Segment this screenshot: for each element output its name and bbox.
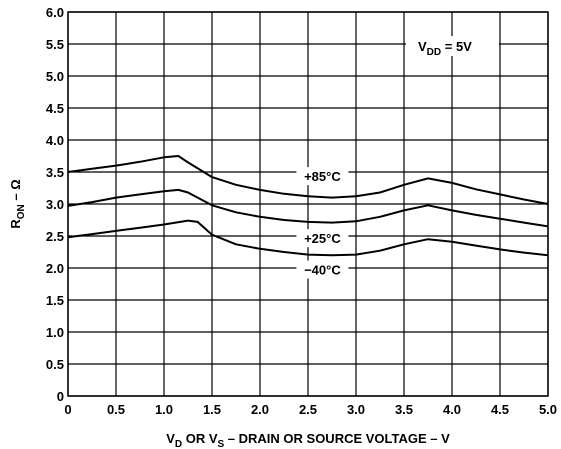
x-tick-label: 0.5 xyxy=(107,402,125,417)
y-axis-title: RON – Ω xyxy=(8,179,27,228)
y-tick-label: 2.5 xyxy=(46,229,64,244)
y-tick-label: 3.0 xyxy=(46,197,64,212)
x-tick-label: 2.0 xyxy=(251,402,269,417)
x-axis-title: VD OR VS – DRAIN OR SOURCE VOLTAGE – V xyxy=(166,431,450,449)
x-tick-label: 5.0 xyxy=(539,402,557,417)
x-tick-label: 4.0 xyxy=(443,402,461,417)
series-lines xyxy=(67,155,549,257)
series-label-background xyxy=(296,167,349,186)
condition-annotation-group: VDD = 5V xyxy=(406,36,499,58)
x-tick-label: 1.5 xyxy=(203,402,221,417)
series-line xyxy=(67,219,549,257)
y-tick-label: 5.0 xyxy=(46,69,64,84)
x-tick-labels: 0 0.5 1.0 1.5 2.0 2.5 3.0 3.5 4.0 4.5 5.0 xyxy=(64,402,557,417)
plot-frame xyxy=(67,11,549,397)
y-tick-label: 4.5 xyxy=(46,101,64,116)
x-tick-label: 1.0 xyxy=(155,402,173,417)
series-label: −40°C xyxy=(304,263,341,278)
series-label: +85°C xyxy=(304,169,341,184)
x-tick-label: 4.5 xyxy=(491,402,509,417)
grid xyxy=(67,11,549,397)
y-tick-label: 1.5 xyxy=(46,293,64,308)
series-label: +25°C xyxy=(304,231,341,246)
y-tick-labels: 0 0.5 1.0 1.5 2.0 2.5 3.0 3.5 4.0 4.5 5.0 5.5 6.0 xyxy=(46,5,64,404)
condition-annotation-background xyxy=(406,36,499,56)
series-label-background xyxy=(296,229,349,248)
x-tick-label: 0 xyxy=(64,402,71,417)
y-tick-label: 1.0 xyxy=(46,325,64,340)
series-labels: +85°C +25°C −40°C xyxy=(296,167,349,279)
y-tick-label: 6.0 xyxy=(46,5,64,20)
y-tick-label: 2.0 xyxy=(46,261,64,276)
x-tick-label: 3.5 xyxy=(395,402,413,417)
series-line xyxy=(67,188,549,228)
condition-annotation: VDD = 5V xyxy=(418,39,472,58)
x-tick-label: 3.0 xyxy=(347,402,365,417)
series-line xyxy=(67,155,549,205)
y-tick-label: 3.5 xyxy=(46,165,64,180)
series-label-background xyxy=(296,260,349,279)
y-tick-label: 5.5 xyxy=(46,37,64,52)
y-tick-label: 4.0 xyxy=(46,133,64,148)
y-tick-label: 0.5 xyxy=(46,357,64,372)
x-tick-label: 2.5 xyxy=(299,402,317,417)
y-tick-label: 0 xyxy=(57,389,64,404)
